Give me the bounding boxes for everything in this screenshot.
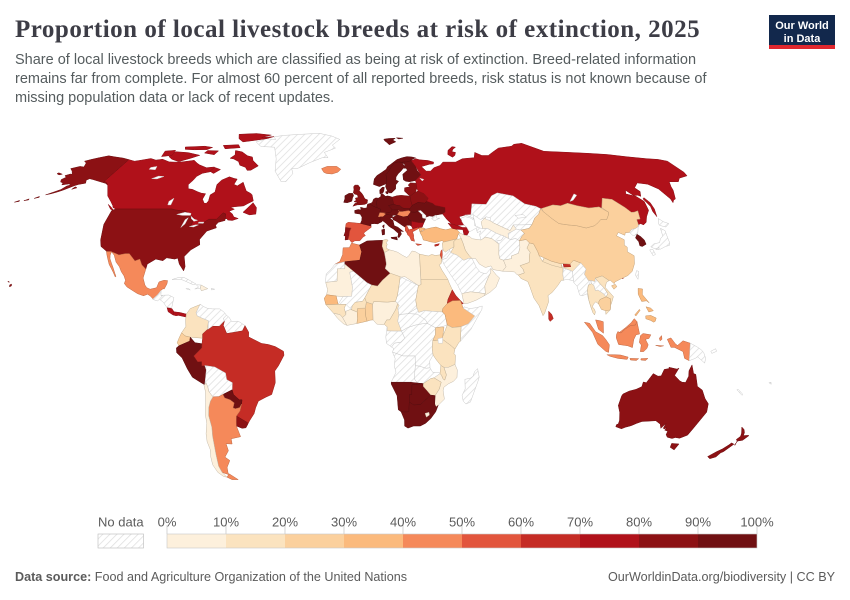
svg-text:70%: 70% xyxy=(567,515,593,530)
svg-text:80%: 80% xyxy=(626,515,652,530)
svg-text:90%: 90% xyxy=(685,515,711,530)
svg-text:20%: 20% xyxy=(272,515,298,530)
svg-text:0%: 0% xyxy=(158,515,177,530)
svg-text:No data: No data xyxy=(98,515,144,530)
svg-text:100%: 100% xyxy=(740,515,774,530)
svg-text:60%: 60% xyxy=(508,515,534,530)
svg-text:30%: 30% xyxy=(331,515,357,530)
svg-text:50%: 50% xyxy=(449,515,475,530)
svg-text:40%: 40% xyxy=(390,515,416,530)
svg-text:10%: 10% xyxy=(213,515,239,530)
